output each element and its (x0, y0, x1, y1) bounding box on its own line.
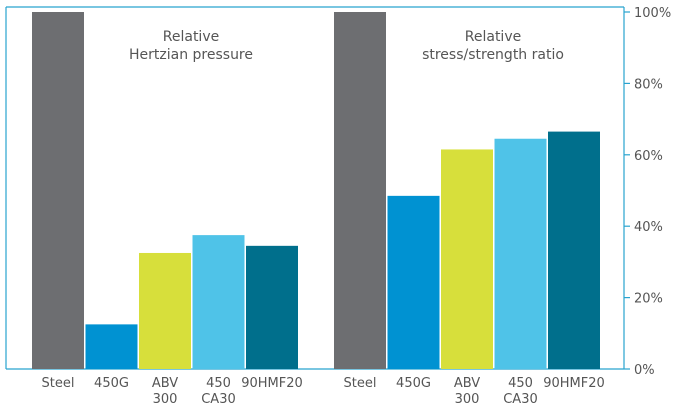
bar (246, 245, 298, 369)
category-label: 450G (94, 376, 129, 391)
bar (334, 12, 386, 369)
category-label: Steel (344, 376, 377, 391)
y-tick-label: 100% (634, 6, 671, 21)
bar (548, 131, 600, 369)
category-labels: Steel 450G ABV 300 450 CA30 90HMF20 Steel 450G AB… (42, 376, 605, 407)
panel-titles: Relative Hertzian pressure Relative stress/… (129, 29, 564, 63)
bar (32, 12, 84, 369)
bar (387, 195, 440, 369)
y-tick-label: 60% (634, 149, 663, 164)
category-label: Steel (42, 376, 75, 391)
category-label: ABV 300 (152, 376, 178, 407)
panel-title: Relative stress/strength ratio (422, 29, 564, 63)
category-label: 450G (396, 376, 431, 391)
bar (139, 252, 191, 369)
panel-title: Relative Hertzian pressure (129, 29, 253, 63)
bars (32, 12, 600, 369)
category-label: 90HMF20 (543, 376, 605, 391)
y-tick-label: 0% (634, 363, 655, 378)
category-label: 90HMF20 (241, 376, 303, 391)
y-tick-label: 80% (634, 77, 663, 92)
bar (441, 149, 493, 369)
category-label: 450 CA30 (201, 376, 236, 407)
y-tick-label: 20% (634, 292, 663, 307)
y-tick-label: 40% (634, 220, 663, 235)
bar (192, 235, 245, 369)
category-label: 450 CA30 (503, 376, 538, 407)
bar (85, 324, 138, 369)
bar (494, 138, 547, 369)
category-label: ABV 300 (454, 376, 480, 407)
y-axis-ticks: 0% 20% 40% 60% 80% 100% (624, 6, 671, 378)
